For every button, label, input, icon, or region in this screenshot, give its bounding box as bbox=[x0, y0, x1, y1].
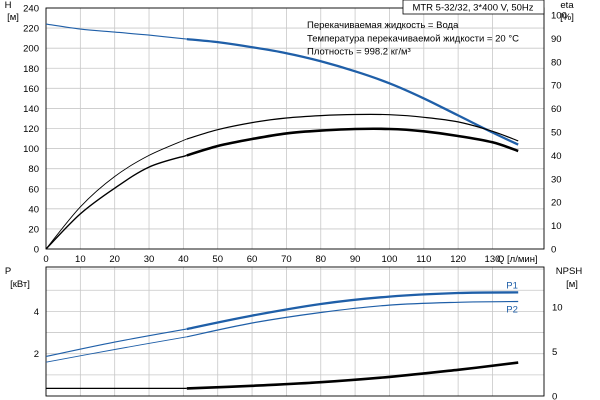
y-tick-label: 180 bbox=[23, 64, 39, 75]
y-tick-label: 220 bbox=[23, 24, 39, 35]
p-axis-name: P bbox=[5, 266, 11, 277]
y2-tick-label: 50 bbox=[551, 128, 562, 139]
y2-tick-label: 10 bbox=[551, 221, 562, 232]
bottom-plot-frame bbox=[45, 266, 545, 397]
p-tick-label: 2 bbox=[34, 349, 39, 360]
y-tick-label: 0 bbox=[34, 245, 39, 256]
x-tick-label: 100 bbox=[382, 254, 398, 265]
y2-tick-label: 100 bbox=[551, 11, 567, 22]
y2-tick-label: 60 bbox=[551, 104, 562, 115]
y-axis-name: H bbox=[5, 0, 12, 11]
x-tick-label: 50 bbox=[212, 254, 223, 265]
curve-P2-low bbox=[45, 336, 187, 363]
x-tick-label: 70 bbox=[281, 254, 292, 265]
x-tick-label: 40 bbox=[178, 254, 189, 265]
x-tick-label: 80 bbox=[315, 254, 326, 265]
y-tick-label: 20 bbox=[28, 224, 39, 235]
x-tick-label: 20 bbox=[109, 254, 120, 265]
npsh-axis-name: NPSH bbox=[556, 266, 583, 277]
y2-tick-label: 90 bbox=[551, 34, 562, 45]
y-tick-label: 60 bbox=[28, 184, 39, 195]
npsh-tick-label: 10 bbox=[552, 303, 563, 314]
x-tick-label: 0 bbox=[43, 254, 48, 265]
npsh-tick-label: 0 bbox=[552, 392, 557, 400]
chart-title: MTR 5-32/32, 3*400 V, 50Hz bbox=[412, 3, 533, 14]
annotation-text: Температура перекачиваемой жидкости = 20… bbox=[307, 33, 519, 44]
x-tick-label: 110 bbox=[416, 254, 431, 265]
y-tick-label: 80 bbox=[28, 164, 39, 175]
annotation-text: Плотность = 998.2 кг/м³ bbox=[307, 47, 411, 58]
x-tick-label: 90 bbox=[350, 254, 361, 265]
curve-eta-thin bbox=[186, 113, 519, 142]
curve-H-low bbox=[45, 23, 187, 40]
x-tick-label: 120 bbox=[450, 254, 466, 265]
y-tick-label: 120 bbox=[23, 124, 39, 135]
npsh-axis-unit: [м] bbox=[566, 279, 578, 290]
y2-axis-name: eta bbox=[560, 0, 574, 11]
y2-tick-label: 20 bbox=[551, 198, 562, 209]
y-tick-label: 160 bbox=[23, 84, 39, 95]
curve-P1 bbox=[186, 291, 519, 331]
y2-axis-unit: [%] bbox=[560, 12, 574, 23]
curve-eta-thin-low bbox=[45, 138, 187, 250]
x-tick-label: 10 bbox=[75, 254, 86, 265]
curve-H bbox=[186, 37, 519, 146]
x-axis-label: Q [л/мин] bbox=[497, 254, 538, 265]
curve-eta-thick bbox=[186, 127, 519, 157]
curve-P2 bbox=[186, 300, 519, 338]
curve-NPSH bbox=[186, 361, 519, 390]
y-tick-label: 240 bbox=[23, 4, 39, 15]
series-label-P1: P1 bbox=[506, 280, 518, 291]
y-tick-label: 200 bbox=[23, 44, 39, 55]
y-axis-unit: [м] bbox=[7, 12, 19, 23]
y2-tick-label: 70 bbox=[551, 81, 562, 92]
series-label-P2: P2 bbox=[506, 304, 518, 315]
top-plot-frame bbox=[45, 7, 545, 250]
y-tick-label: 100 bbox=[23, 144, 39, 155]
p-tick-label: 4 bbox=[34, 307, 39, 318]
y-tick-label: 140 bbox=[23, 104, 39, 115]
y-tick-label: 40 bbox=[28, 204, 39, 215]
y2-tick-label: 0 bbox=[551, 245, 556, 256]
x-tick-label: 30 bbox=[144, 254, 155, 265]
x-tick-label: 60 bbox=[247, 254, 258, 265]
curve-eta-thick-low bbox=[45, 154, 188, 250]
curve-P1-low bbox=[45, 328, 187, 358]
y2-tick-label: 40 bbox=[551, 151, 562, 162]
annotation-text: Перекачиваемая жидкость = Вода bbox=[307, 20, 459, 31]
y2-tick-label: 30 bbox=[551, 174, 562, 185]
npsh-tick-label: 5 bbox=[552, 347, 557, 358]
title-box bbox=[402, 0, 545, 15]
x-tick-label: 130 bbox=[485, 254, 501, 265]
y2-tick-label: 80 bbox=[551, 57, 562, 68]
p-axis-unit: [кВт] bbox=[10, 279, 30, 290]
